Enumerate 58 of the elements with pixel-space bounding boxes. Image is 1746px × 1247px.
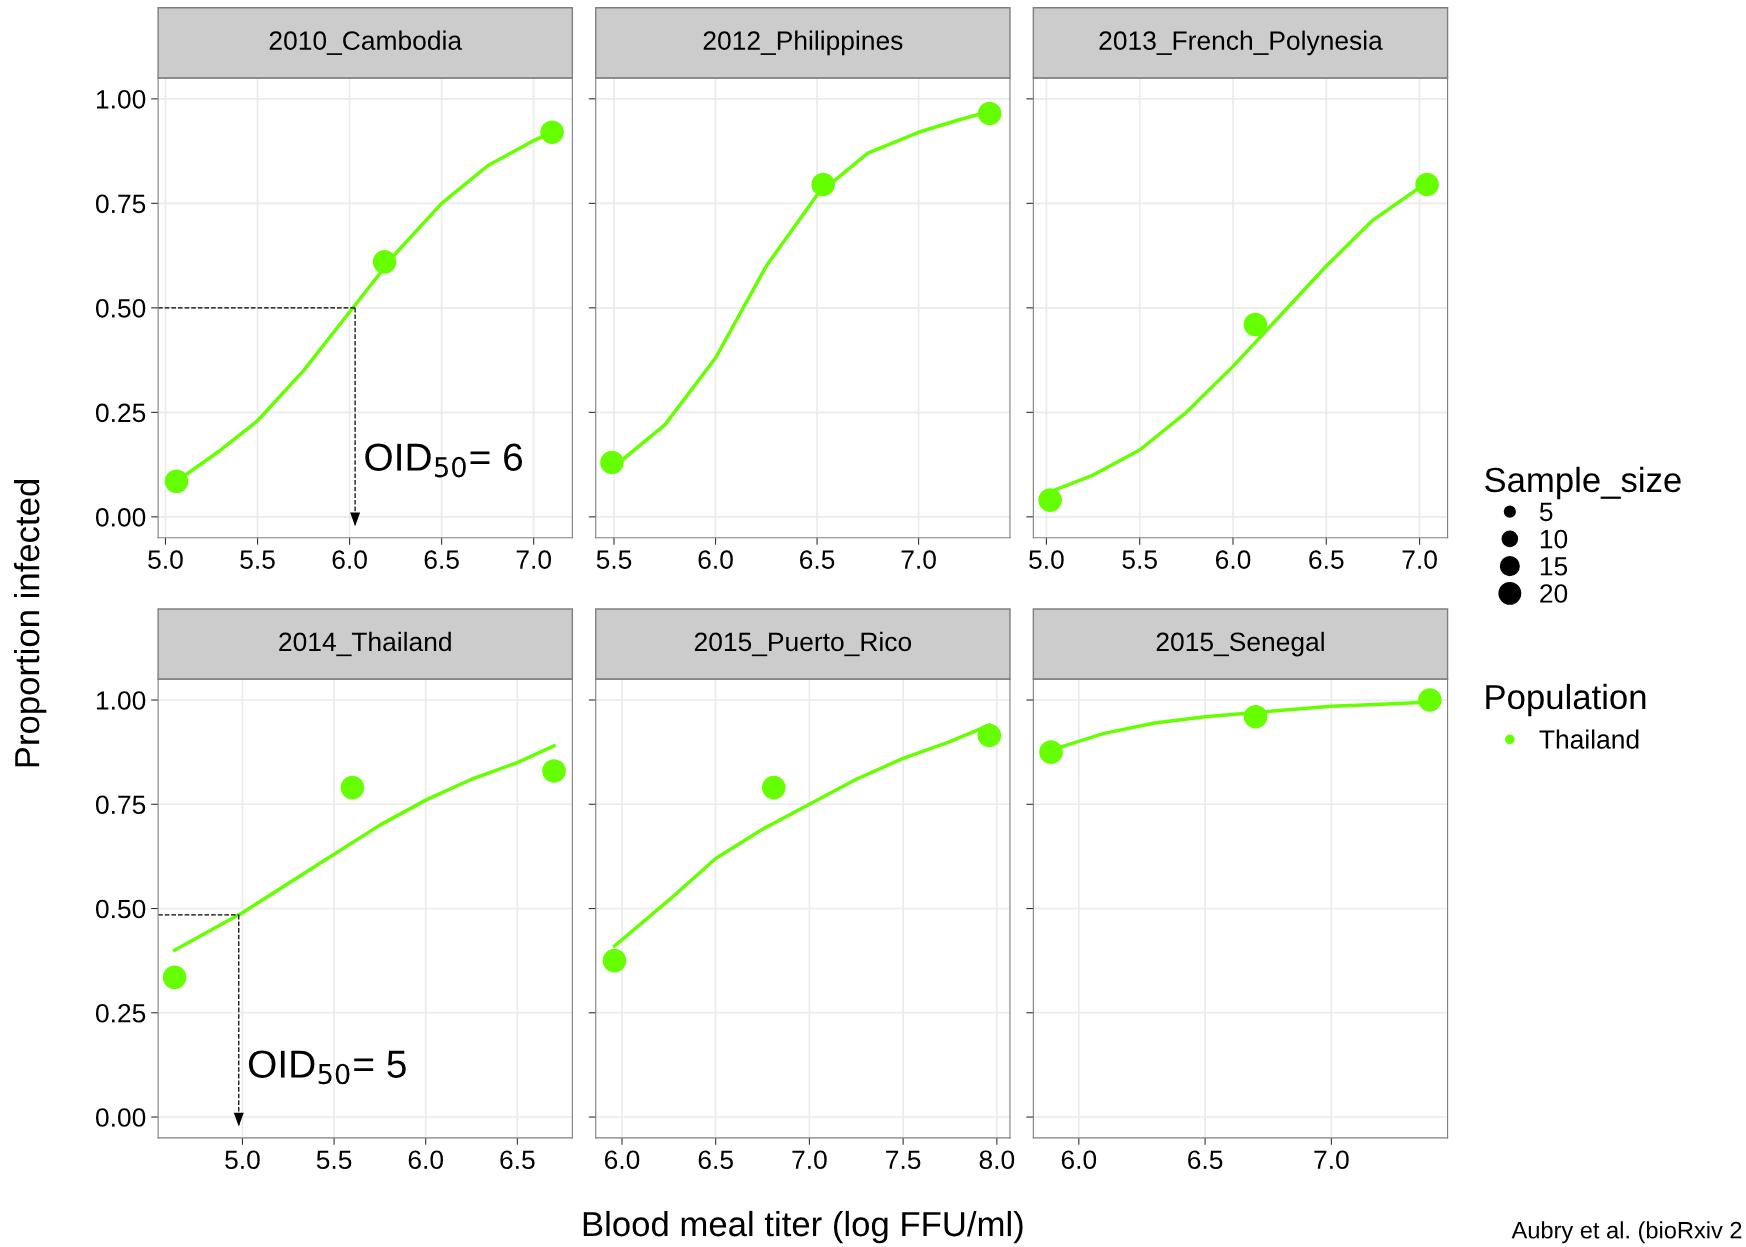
y-tick-label: 0.75 — [95, 194, 146, 214]
legend-label: 15 — [1540, 557, 1568, 576]
x-tick-label: 7.0 — [1402, 550, 1437, 569]
x-tick-label: 5.5 — [316, 1150, 352, 1170]
y-tick-label: 0.50 — [95, 899, 146, 919]
legend-label: Thailand — [1539, 729, 1639, 749]
y-tick-label: 0.75 — [95, 795, 146, 815]
x-tick-label: 6.5 — [800, 550, 835, 569]
x-axis-title: Blood meal titer (log FFU/ml) — [583, 1210, 1023, 1244]
x-tick-label: 6.5 — [1309, 550, 1344, 569]
y-tick-label: 0.25 — [95, 403, 146, 423]
point — [162, 965, 187, 990]
chart-title: 2015_Puerto_Rico — [694, 631, 912, 657]
x-tick-label: 7.0 — [792, 1150, 827, 1170]
x-tick-label: 6.0 — [698, 550, 733, 569]
x-tick-label: 6.0 — [332, 550, 367, 569]
text: Aubry et al. (bioRxiv 2 — [1511, 1221, 1742, 1244]
x-tick-label: 5.5 — [596, 550, 632, 569]
x-tick-label: 6.0 — [1216, 550, 1251, 569]
x-tick-label: 7.5 — [886, 1150, 921, 1170]
annotation: OID$_{50}$= 6 — [365, 443, 523, 478]
line-series — [172, 744, 556, 952]
x-tick-label: 5.0 — [1029, 550, 1064, 569]
x-tick-label: 7.0 — [901, 550, 936, 569]
x-tick-label: 6.5 — [424, 550, 459, 569]
x-tick-label: 8.0 — [979, 1150, 1015, 1170]
x-tick-label: 5.5 — [240, 550, 275, 569]
text: Sample_size — [1485, 466, 1681, 500]
x-tick-label: 6.0 — [604, 1150, 640, 1170]
y-tick-label: 0.25 — [95, 1003, 146, 1023]
x-tick-label: 6.5 — [500, 1150, 535, 1170]
chart-title: 2014_Thailand — [279, 631, 451, 657]
y-tick-label: 0.00 — [95, 1108, 146, 1127]
y-tick-label: 0.00 — [95, 508, 146, 527]
legend-label: 5 — [1539, 502, 1553, 522]
x-tick-label: 5.5 — [1122, 550, 1157, 569]
x-tick-label: 6.5 — [1188, 1150, 1223, 1170]
x-tick-label: 6.0 — [408, 1150, 444, 1170]
legend-label: 20 — [1540, 584, 1568, 603]
chart-title: 2015_Senegal — [1156, 631, 1324, 657]
x-tick-label: 5.0 — [148, 550, 183, 569]
annotation: OID$_{50}$= 5 — [248, 1050, 406, 1085]
y-tick-label: 1.00 — [96, 89, 146, 109]
point — [340, 775, 365, 800]
x-tick-label: 6.5 — [698, 1150, 733, 1170]
chart-title: 2010_Cambodia — [269, 30, 463, 55]
legend-label: 10 — [1540, 529, 1568, 549]
point — [542, 759, 566, 783]
x-tick-label: 7.0 — [1314, 1150, 1349, 1170]
chart-title: 2012_Philippines — [703, 30, 903, 56]
x-tick-label: 6.0 — [1061, 1150, 1097, 1170]
chart-title: 2013_French_Polynesia — [1099, 30, 1383, 56]
x-tick-label: 7.0 — [516, 550, 551, 569]
x-tick-label: 5.0 — [225, 1150, 260, 1170]
y-tick-label: 0.50 — [95, 298, 146, 318]
legend-title: Population — [1486, 683, 1646, 717]
y-tick-label: 1.00 — [96, 691, 146, 710]
y-axis-title: Proportion infected — [13, 480, 47, 767]
